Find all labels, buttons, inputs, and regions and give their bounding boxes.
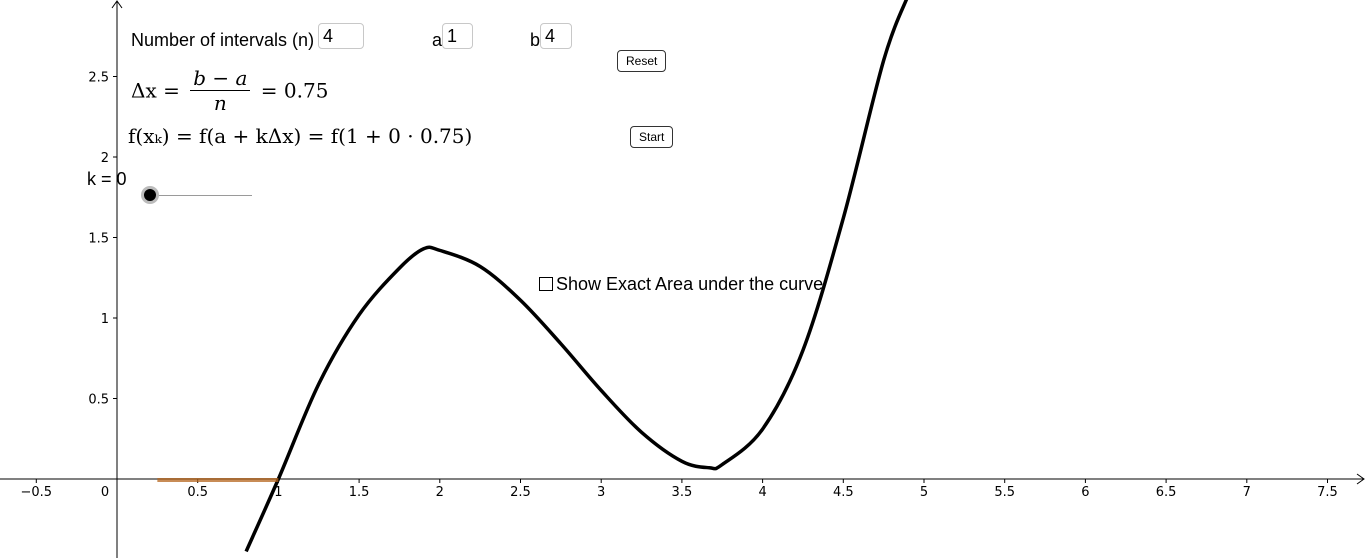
y-axis-arrow	[111, 0, 123, 9]
x-tick-label: 0.5	[187, 485, 208, 500]
x-tick-label: −0.5	[21, 485, 53, 500]
delta-x-rhs: = 0.75	[260, 78, 329, 103]
delta-x-lhs: Δx =	[131, 78, 180, 103]
x-tick-label: 1.5	[349, 485, 370, 500]
delta-x-fraction: b − a n	[190, 66, 251, 115]
start-button[interactable]: Start	[630, 126, 674, 148]
reset-button[interactable]: Reset	[617, 50, 667, 72]
k-slider-handle[interactable]	[144, 189, 156, 201]
y-tick-label: 0.5	[88, 393, 109, 408]
y-tick-label: 2	[101, 151, 109, 166]
intervals-label: Number of intervals (n)	[131, 30, 315, 50]
a-label: a	[432, 30, 443, 50]
exact-area-label[interactable]: Show Exact Area under the curve	[556, 274, 824, 294]
x-tick-label: 7	[1243, 485, 1251, 500]
y-tick-label: 2.5	[88, 71, 109, 86]
exact-area-checkbox[interactable]	[539, 277, 553, 291]
a-input[interactable]	[442, 23, 473, 49]
y-tick-label: 1.5	[88, 232, 109, 247]
x-tick-label: 3	[597, 485, 605, 500]
x-tick-label: 7.5	[1317, 485, 1338, 500]
function-curve	[244, 0, 909, 553]
riemann-segment	[157, 478, 279, 482]
x-tick-label: 6.5	[1156, 485, 1177, 500]
delta-x-formula: Δx = b − a n = 0.75	[131, 66, 328, 115]
b-input[interactable]	[540, 23, 572, 49]
x-tick-label: 5	[920, 485, 928, 500]
b-label: b	[530, 30, 541, 50]
k-slider-track[interactable]	[150, 195, 252, 196]
x-tick-label: 4.5	[833, 485, 854, 500]
x-tick-label: 2.5	[510, 485, 531, 500]
x-tick-label: 0	[101, 485, 109, 500]
x-tick-label: 4	[758, 485, 766, 500]
k-slider-label: k = 0	[87, 169, 127, 189]
y-tick-label: 1	[101, 312, 109, 327]
x-tick-label: 1	[274, 485, 282, 500]
delta-x-numerator: b − a	[190, 66, 251, 91]
f-xk-formula: f(xₖ) = f(a + kΔx) = f(1 + 0 · 0.75)	[128, 124, 473, 148]
delta-x-denominator: n	[213, 91, 227, 115]
intervals-input[interactable]	[318, 23, 364, 49]
x-tick-label: 3.5	[672, 485, 693, 500]
x-tick-label: 6	[1081, 485, 1089, 500]
x-tick-label: 2	[436, 485, 444, 500]
x-tick-label: 5.5	[994, 485, 1015, 500]
axis-ticks: −0.5 0 0.5 1 1.5 2 2.5 3 3.5 4 4.5 5 5.5 6 6.5 7 7.5 0.5 1…	[21, 71, 1338, 501]
x-axis-arrow	[1356, 473, 1365, 485]
